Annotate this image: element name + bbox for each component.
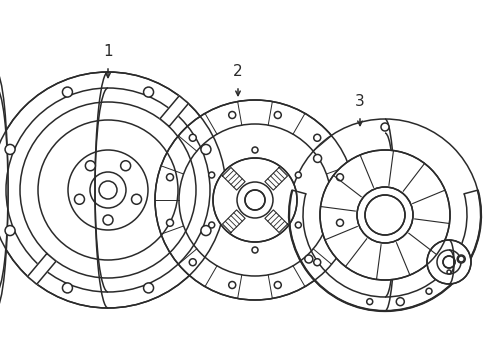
Circle shape bbox=[380, 123, 388, 131]
Circle shape bbox=[103, 215, 113, 225]
Circle shape bbox=[201, 226, 210, 235]
Circle shape bbox=[213, 158, 296, 242]
Circle shape bbox=[336, 219, 343, 226]
Circle shape bbox=[74, 194, 84, 204]
Polygon shape bbox=[222, 210, 244, 233]
Circle shape bbox=[189, 134, 196, 141]
Circle shape bbox=[364, 195, 404, 235]
Circle shape bbox=[366, 299, 372, 305]
Circle shape bbox=[85, 161, 95, 171]
Text: 4: 4 bbox=[434, 201, 444, 216]
Circle shape bbox=[228, 282, 235, 288]
Circle shape bbox=[313, 134, 320, 141]
Circle shape bbox=[425, 288, 431, 294]
Circle shape bbox=[295, 172, 301, 178]
Text: 3: 3 bbox=[354, 94, 364, 109]
Circle shape bbox=[426, 240, 470, 284]
Circle shape bbox=[251, 147, 258, 153]
Circle shape bbox=[208, 172, 214, 178]
Ellipse shape bbox=[0, 88, 8, 292]
Circle shape bbox=[304, 255, 312, 263]
Circle shape bbox=[274, 282, 281, 288]
Circle shape bbox=[131, 194, 141, 204]
Circle shape bbox=[251, 247, 258, 253]
Circle shape bbox=[244, 190, 264, 210]
Circle shape bbox=[442, 256, 454, 268]
Text: 1: 1 bbox=[103, 45, 113, 59]
Circle shape bbox=[143, 87, 153, 97]
Polygon shape bbox=[264, 167, 287, 190]
Circle shape bbox=[62, 283, 72, 293]
Polygon shape bbox=[222, 167, 244, 190]
Circle shape bbox=[5, 144, 15, 154]
Circle shape bbox=[295, 222, 301, 228]
Ellipse shape bbox=[0, 72, 8, 308]
Circle shape bbox=[456, 255, 464, 263]
Circle shape bbox=[288, 119, 480, 311]
Polygon shape bbox=[160, 96, 188, 126]
Circle shape bbox=[143, 283, 153, 293]
Circle shape bbox=[5, 226, 15, 235]
Circle shape bbox=[274, 112, 281, 118]
Polygon shape bbox=[264, 210, 287, 233]
Circle shape bbox=[189, 259, 196, 266]
Circle shape bbox=[395, 298, 404, 306]
Circle shape bbox=[166, 219, 173, 226]
Circle shape bbox=[319, 150, 449, 280]
Circle shape bbox=[155, 100, 354, 300]
Polygon shape bbox=[27, 253, 56, 284]
Circle shape bbox=[313, 259, 320, 266]
Circle shape bbox=[121, 161, 130, 171]
Circle shape bbox=[228, 112, 235, 118]
Circle shape bbox=[166, 174, 173, 181]
Circle shape bbox=[356, 187, 412, 243]
Circle shape bbox=[336, 174, 343, 181]
Circle shape bbox=[457, 256, 463, 262]
Circle shape bbox=[0, 72, 225, 308]
Circle shape bbox=[208, 222, 214, 228]
Circle shape bbox=[313, 154, 321, 162]
Circle shape bbox=[62, 87, 72, 97]
Text: 2: 2 bbox=[233, 64, 243, 80]
Circle shape bbox=[201, 144, 210, 154]
Circle shape bbox=[446, 270, 450, 274]
